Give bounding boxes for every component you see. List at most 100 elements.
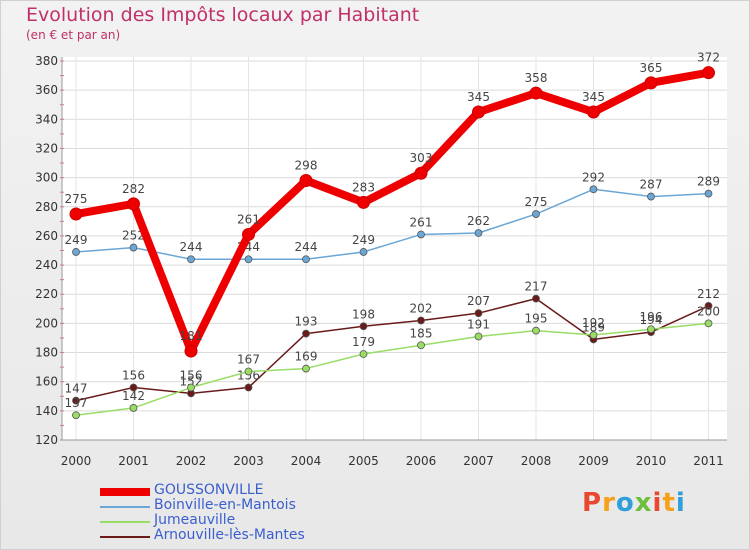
data-point-arnouville-les-mantes bbox=[129, 383, 138, 392]
data-label-boinville-en-mantois: 289 bbox=[697, 175, 720, 189]
y-tick-label: 160 bbox=[35, 375, 58, 389]
data-point-goussonville bbox=[357, 195, 370, 209]
data-point-goussonville bbox=[242, 227, 255, 241]
data-point-goussonville bbox=[644, 76, 658, 90]
data-point-boinville-en-mantois bbox=[647, 192, 655, 201]
data-point-boinville-en-mantois bbox=[474, 229, 483, 237]
data-point-goussonville bbox=[472, 105, 485, 119]
data-label-arnouville-les-mantes: 147 bbox=[65, 382, 88, 396]
series-line-arnouville-les-mantes bbox=[75, 297, 710, 402]
data-point-boinville-en-mantois bbox=[187, 255, 195, 264]
data-label-goussonville: 365 bbox=[640, 61, 663, 75]
data-label-jumeauville: 196 bbox=[640, 310, 663, 324]
data-label-jumeauville: 185 bbox=[410, 326, 433, 340]
data-point-goussonville bbox=[299, 174, 313, 188]
data-point-boinville-en-mantois bbox=[302, 255, 310, 264]
data-point-arnouville-les-mantes bbox=[417, 316, 425, 325]
data-point-arnouville-les-mantes bbox=[72, 396, 80, 405]
data-label-boinville-en-mantois: 287 bbox=[640, 178, 663, 192]
logo-letter: i bbox=[675, 488, 686, 518]
x-tick-label: 2000 bbox=[61, 454, 92, 468]
series-line-goussonville bbox=[72, 68, 713, 356]
data-point-jumeauville bbox=[704, 319, 713, 328]
data-label-boinville-en-mantois: 249 bbox=[65, 233, 88, 247]
data-label-goussonville: 283 bbox=[352, 180, 375, 194]
data-label-jumeauville: 142 bbox=[122, 389, 145, 403]
data-label-goussonville: 181 bbox=[180, 329, 203, 343]
data-label-jumeauville: 137 bbox=[65, 396, 88, 410]
data-label-arnouville-les-mantes: 207 bbox=[467, 294, 490, 308]
data-point-jumeauville bbox=[647, 325, 655, 334]
legend-label: Arnouville-lès-Mantes bbox=[154, 527, 305, 543]
logo-letter: x bbox=[634, 488, 653, 518]
legend-label: Jumeauville bbox=[154, 512, 236, 528]
data-label-arnouville-les-mantes: 217 bbox=[525, 280, 548, 294]
legend-swatch bbox=[100, 521, 150, 523]
x-tick-label: 2008 bbox=[521, 454, 552, 468]
data-point-jumeauville bbox=[474, 332, 483, 341]
y-tick-label: 200 bbox=[35, 316, 58, 330]
chart-subtitle: (en € et par an) bbox=[26, 28, 121, 42]
data-label-jumeauville: 195 bbox=[525, 312, 548, 326]
y-tick-label: 240 bbox=[35, 258, 58, 272]
data-point-goussonville bbox=[702, 66, 715, 80]
y-tick-label: 180 bbox=[35, 346, 58, 360]
data-point-jumeauville bbox=[129, 404, 138, 412]
data-point-jumeauville bbox=[417, 341, 425, 350]
data-label-goussonville: 345 bbox=[582, 90, 605, 104]
logo-letter: o bbox=[615, 488, 635, 518]
data-point-boinville-en-mantois bbox=[72, 248, 80, 256]
data-point-goussonville bbox=[529, 86, 543, 100]
data-label-goussonville: 275 bbox=[65, 192, 88, 206]
data-point-arnouville-les-mantes bbox=[244, 383, 253, 392]
plot-area bbox=[62, 57, 727, 440]
y-tick-label: 140 bbox=[35, 404, 58, 418]
line-chart: 120 140 160 180 200 220 240 260 280 300 320 340 360 3… bbox=[35, 51, 727, 468]
x-tick-label: 2005 bbox=[348, 454, 379, 468]
data-label-arnouville-les-mantes: 156 bbox=[237, 369, 260, 383]
data-label-jumeauville: 200 bbox=[697, 304, 720, 318]
x-tick-label: 2004 bbox=[291, 454, 322, 468]
data-label-goussonville: 298 bbox=[295, 159, 318, 173]
x-tick-label: 2007 bbox=[463, 454, 494, 468]
data-label-arnouville-les-mantes: 202 bbox=[410, 301, 433, 315]
y-tick-label: 120 bbox=[35, 433, 58, 447]
x-tick-label: 2001 bbox=[118, 454, 149, 468]
data-label-arnouville-les-mantes: 194 bbox=[640, 313, 663, 327]
series-line-boinville-en-mantois bbox=[75, 188, 710, 260]
data-point-boinville-en-mantois bbox=[532, 210, 540, 218]
data-label-boinville-en-mantois: 244 bbox=[295, 240, 318, 254]
data-label-goussonville: 372 bbox=[697, 51, 720, 65]
proxiti-logo: Proxiti bbox=[582, 488, 686, 518]
legend-label: GOUSSONVILLE bbox=[154, 482, 264, 498]
logo-letter: r bbox=[602, 488, 616, 518]
data-label-arnouville-les-mantes: 193 bbox=[295, 315, 318, 329]
data-point-boinville-en-mantois bbox=[589, 185, 598, 194]
data-label-boinville-en-mantois: 292 bbox=[582, 170, 605, 184]
chart-title: Evolution des Impôts locaux par Habitant bbox=[26, 4, 420, 26]
data-point-boinville-en-mantois bbox=[129, 243, 138, 252]
y-tick-label: 340 bbox=[35, 112, 58, 126]
data-point-arnouville-les-mantes bbox=[302, 329, 310, 338]
y-tick-label: 300 bbox=[35, 171, 58, 185]
data-label-boinville-en-mantois: 262 bbox=[467, 214, 490, 228]
data-point-arnouville-les-mantes bbox=[474, 309, 483, 318]
data-point-arnouville-les-mantes bbox=[532, 294, 540, 303]
data-label-goussonville: 261 bbox=[237, 212, 260, 226]
x-tick-label: 2003 bbox=[233, 454, 264, 468]
data-label-boinville-en-mantois: 275 bbox=[525, 195, 548, 209]
logo-letter: i bbox=[652, 488, 663, 518]
data-point-boinville-en-mantois bbox=[244, 255, 253, 264]
data-point-jumeauville bbox=[187, 383, 195, 392]
data-label-arnouville-les-mantes: 152 bbox=[180, 374, 203, 388]
data-point-goussonville bbox=[69, 207, 83, 221]
data-label-jumeauville: 167 bbox=[237, 352, 260, 366]
data-point-boinville-en-mantois bbox=[359, 248, 368, 256]
x-tick-label: 2006 bbox=[406, 454, 437, 468]
data-point-goussonville bbox=[414, 166, 428, 180]
legend-swatch bbox=[100, 536, 150, 538]
data-label-goussonville: 358 bbox=[525, 71, 548, 85]
data-label-boinville-en-mantois: 252 bbox=[122, 229, 145, 243]
data-point-jumeauville bbox=[244, 367, 253, 376]
data-label-boinville-en-mantois: 244 bbox=[180, 240, 203, 254]
